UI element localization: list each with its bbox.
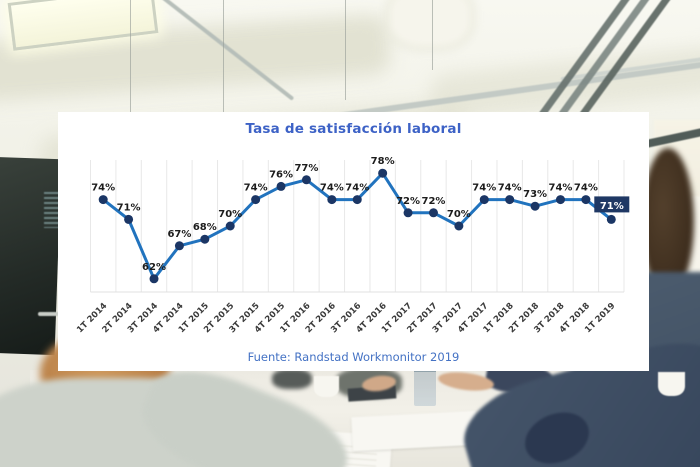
hanging-lamp: [390, 0, 470, 46]
paper-sheet: [351, 410, 478, 452]
coffee-cup: [314, 376, 339, 397]
svg-text:74%: 74%: [472, 183, 496, 194]
svg-text:68%: 68%: [193, 222, 217, 233]
chart-title: Tasa de satisfacción laboral: [245, 121, 462, 137]
svg-text:76%: 76%: [269, 169, 293, 180]
svg-text:72%: 72%: [396, 196, 420, 207]
svg-text:74%: 74%: [91, 183, 115, 194]
svg-text:70%: 70%: [447, 209, 471, 220]
chart-source-caption: Fuente: Randstad Workmonitor 2019: [247, 350, 460, 364]
glass-door: [0, 156, 62, 356]
svg-text:67%: 67%: [167, 229, 191, 240]
partition-cable: [130, 0, 131, 120]
svg-text:71%: 71%: [117, 202, 141, 213]
svg-text:73%: 73%: [523, 189, 547, 200]
coffee-cup: [658, 372, 685, 396]
background-person: [272, 369, 312, 389]
svg-text:71%: 71%: [600, 201, 624, 212]
door-handle: [38, 312, 64, 316]
svg-text:78%: 78%: [371, 156, 395, 167]
person-right-hair: [642, 148, 694, 296]
partition-cable: [223, 0, 224, 114]
svg-text:72%: 72%: [421, 196, 445, 207]
chart-card: 74% 71% 62% 67% 68% 70% 74% 76% 77% 74% 74% 78% 72% 7…: [58, 112, 649, 371]
partition-cable: [432, 0, 433, 70]
satisfaction-line-chart: 74%71%62%67%68%70%74%76%77%74% 74%78%72% 7…: [75, 156, 630, 335]
svg-text:74%: 74%: [549, 183, 573, 194]
svg-text:77%: 77%: [294, 163, 318, 174]
water-glass: [414, 369, 436, 406]
svg-text:74%: 74%: [320, 183, 344, 194]
svg-text:74%: 74%: [345, 183, 369, 194]
svg-text:74%: 74%: [498, 183, 522, 194]
window-blinds: [44, 192, 59, 228]
partition-cable: [345, 0, 346, 100]
svg-text:74%: 74%: [574, 183, 598, 194]
svg-text:70%: 70%: [218, 209, 242, 220]
svg-text:62%: 62%: [142, 262, 166, 273]
svg-text:74%: 74%: [244, 183, 268, 194]
